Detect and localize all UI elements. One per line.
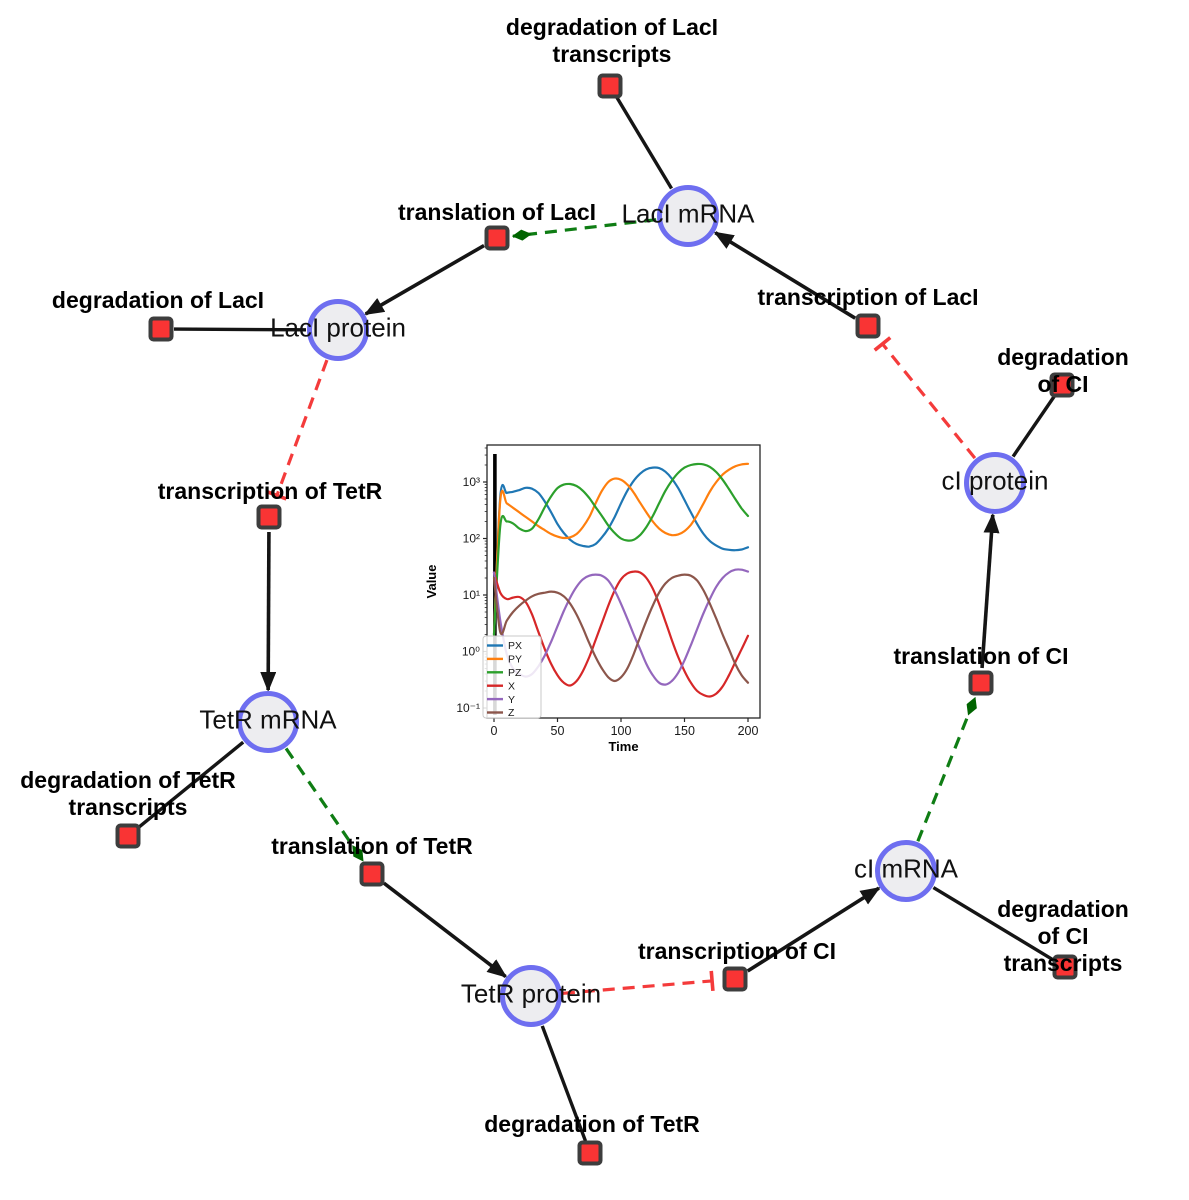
edge-reactant-tetr_protein-deg_tetr <box>540 1025 588 1142</box>
reaction-node-translation_ci[interactable] <box>968 670 994 696</box>
edge-reactant-laci_mrna-deg_laci_tx <box>615 96 673 190</box>
series-PZ <box>492 462 750 636</box>
edge-inhibition-ci_protein-transcription_laci <box>873 336 977 460</box>
reaction-label-deg_laci_tx: degradation of LacI transcripts <box>505 14 719 67</box>
x-tick-label: 150 <box>674 724 695 738</box>
legend-label-PZ: PZ <box>508 667 522 679</box>
edge-reactant-ci_mrna-deg_ci_tx <box>932 886 1055 962</box>
x-tick-label: 200 <box>738 724 759 738</box>
reaction-label-deg_laci: degradation of LacI <box>51 287 265 313</box>
species-node-laci_mrna[interactable] <box>657 185 719 247</box>
edge-modifier-tetr_mrna-translation_tetr <box>284 747 365 862</box>
y-tick-label: 10⁰ <box>462 645 480 659</box>
species-label-ci_mrna: cI mRNA <box>854 853 958 884</box>
legend-label-Z: Z <box>508 707 515 719</box>
species-node-tetr_mrna[interactable] <box>237 691 299 753</box>
reaction-node-deg_laci[interactable] <box>148 316 174 342</box>
reaction-node-deg_tetr[interactable] <box>577 1140 603 1166</box>
reaction-label-deg_ci: degradation of CI <box>997 344 1129 397</box>
legend-label-X: X <box>508 680 515 692</box>
legend-label-PY: PY <box>508 654 522 666</box>
reaction-node-translation_laci[interactable] <box>484 225 510 251</box>
y-tick-label: 10⁻¹ <box>456 701 480 715</box>
reaction-node-translation_tetr[interactable] <box>359 861 385 887</box>
x-tick-label: 50 <box>551 724 565 738</box>
y-tick-label: 10¹ <box>463 588 480 602</box>
x-tick-label: 100 <box>611 724 632 738</box>
edge-modifier-ci_mrna-translation_ci <box>916 696 977 842</box>
edge-modifier-laci_mrna-translation_laci <box>511 218 657 241</box>
reaction-node-deg_laci_tx[interactable] <box>597 73 623 99</box>
reaction-label-transcription_ci: transcription of CI <box>637 938 837 964</box>
legend-label-Y: Y <box>508 694 515 706</box>
reaction-label-deg_ci_tx: degradation of CI transcripts <box>997 896 1129 976</box>
species-node-tetr_protein[interactable] <box>500 965 562 1027</box>
species-node-laci_protein[interactable] <box>307 299 369 361</box>
inset-chart-svg: 0 50 100 150 200 Time 10⁻¹ 10⁰ 10¹ 10² 10³ Value PX P… <box>424 444 761 754</box>
species-node-ci_mrna[interactable] <box>875 840 937 902</box>
reaction-node-deg_ci[interactable] <box>1049 372 1075 398</box>
y-axis-label: Value <box>424 565 439 599</box>
series-X <box>492 570 750 698</box>
reaction-node-deg_ci_tx[interactable] <box>1052 954 1078 980</box>
edge-reactant-tetr_mrna-deg_tetr_tx <box>137 740 245 830</box>
species-label-tetr_mrna: TetR mRNA <box>199 704 337 735</box>
legend-label-PX: PX <box>508 640 522 652</box>
x-tick-label: 0 <box>491 724 498 738</box>
species-label-laci_mrna: LacI mRNA <box>621 198 755 229</box>
reaction-label-translation_laci: translation of LacI <box>397 199 597 225</box>
edge-product-transcription_laci-laci_mrna <box>713 231 857 320</box>
reaction-label-translation_ci: translation of CI <box>893 643 1069 669</box>
reaction-label-transcription_tetr: transcription of TetR <box>157 478 383 504</box>
x-axis-label: Time <box>608 739 638 754</box>
y-tick-label: 10³ <box>463 475 480 489</box>
edge-product-translation_ci-ci_protein <box>980 512 1000 669</box>
species-label-laci_protein: LacI protein <box>270 312 406 343</box>
legend-box <box>482 635 542 719</box>
reaction-label-translation_tetr: translation of TetR <box>271 833 473 859</box>
edge-inhibition-tetr_protein-transcription_ci <box>562 970 715 995</box>
edge-inhibition-laci_protein-transcription_tetr <box>266 359 329 501</box>
edge-reactant-laci_protein-deg_laci <box>173 327 307 332</box>
edge-product-transcription_ci-ci_mrna <box>746 886 881 973</box>
reaction-label-transcription_laci: transcription of LacI <box>757 284 979 310</box>
reaction-node-transcription_tetr[interactable] <box>256 504 282 530</box>
reaction-node-transcription_ci[interactable] <box>722 966 748 992</box>
series-PY <box>492 462 750 636</box>
edge-product-translation_tetr-tetr_protein <box>382 881 508 978</box>
edge-product-translation_laci-laci_protein <box>363 243 485 316</box>
reaction-node-deg_tetr_tx[interactable] <box>115 823 141 849</box>
species-label-tetr_protein: TetR protein <box>460 978 602 1009</box>
series-Z <box>492 573 750 684</box>
reaction-label-deg_tetr: degradation of TetR <box>484 1111 700 1137</box>
series-PX <box>492 466 750 636</box>
reaction-label-deg_tetr_tx: degradation of TetR transcripts <box>20 767 236 820</box>
species-label-ci_protein: cI protein <box>941 465 1049 496</box>
time-series-inset: 0 50 100 150 200 Time 10⁻¹ 10⁰ 10¹ 10² 10³ Value PX P… <box>423 440 768 765</box>
reaction-node-transcription_laci[interactable] <box>855 313 881 339</box>
edge-product-transcription_tetr-tetr_mrna <box>260 531 277 693</box>
y-tick-label: 10² <box>463 532 480 546</box>
edge-reactant-ci_protein-deg_ci <box>1011 394 1057 458</box>
species-node-ci_protein[interactable] <box>964 452 1026 514</box>
